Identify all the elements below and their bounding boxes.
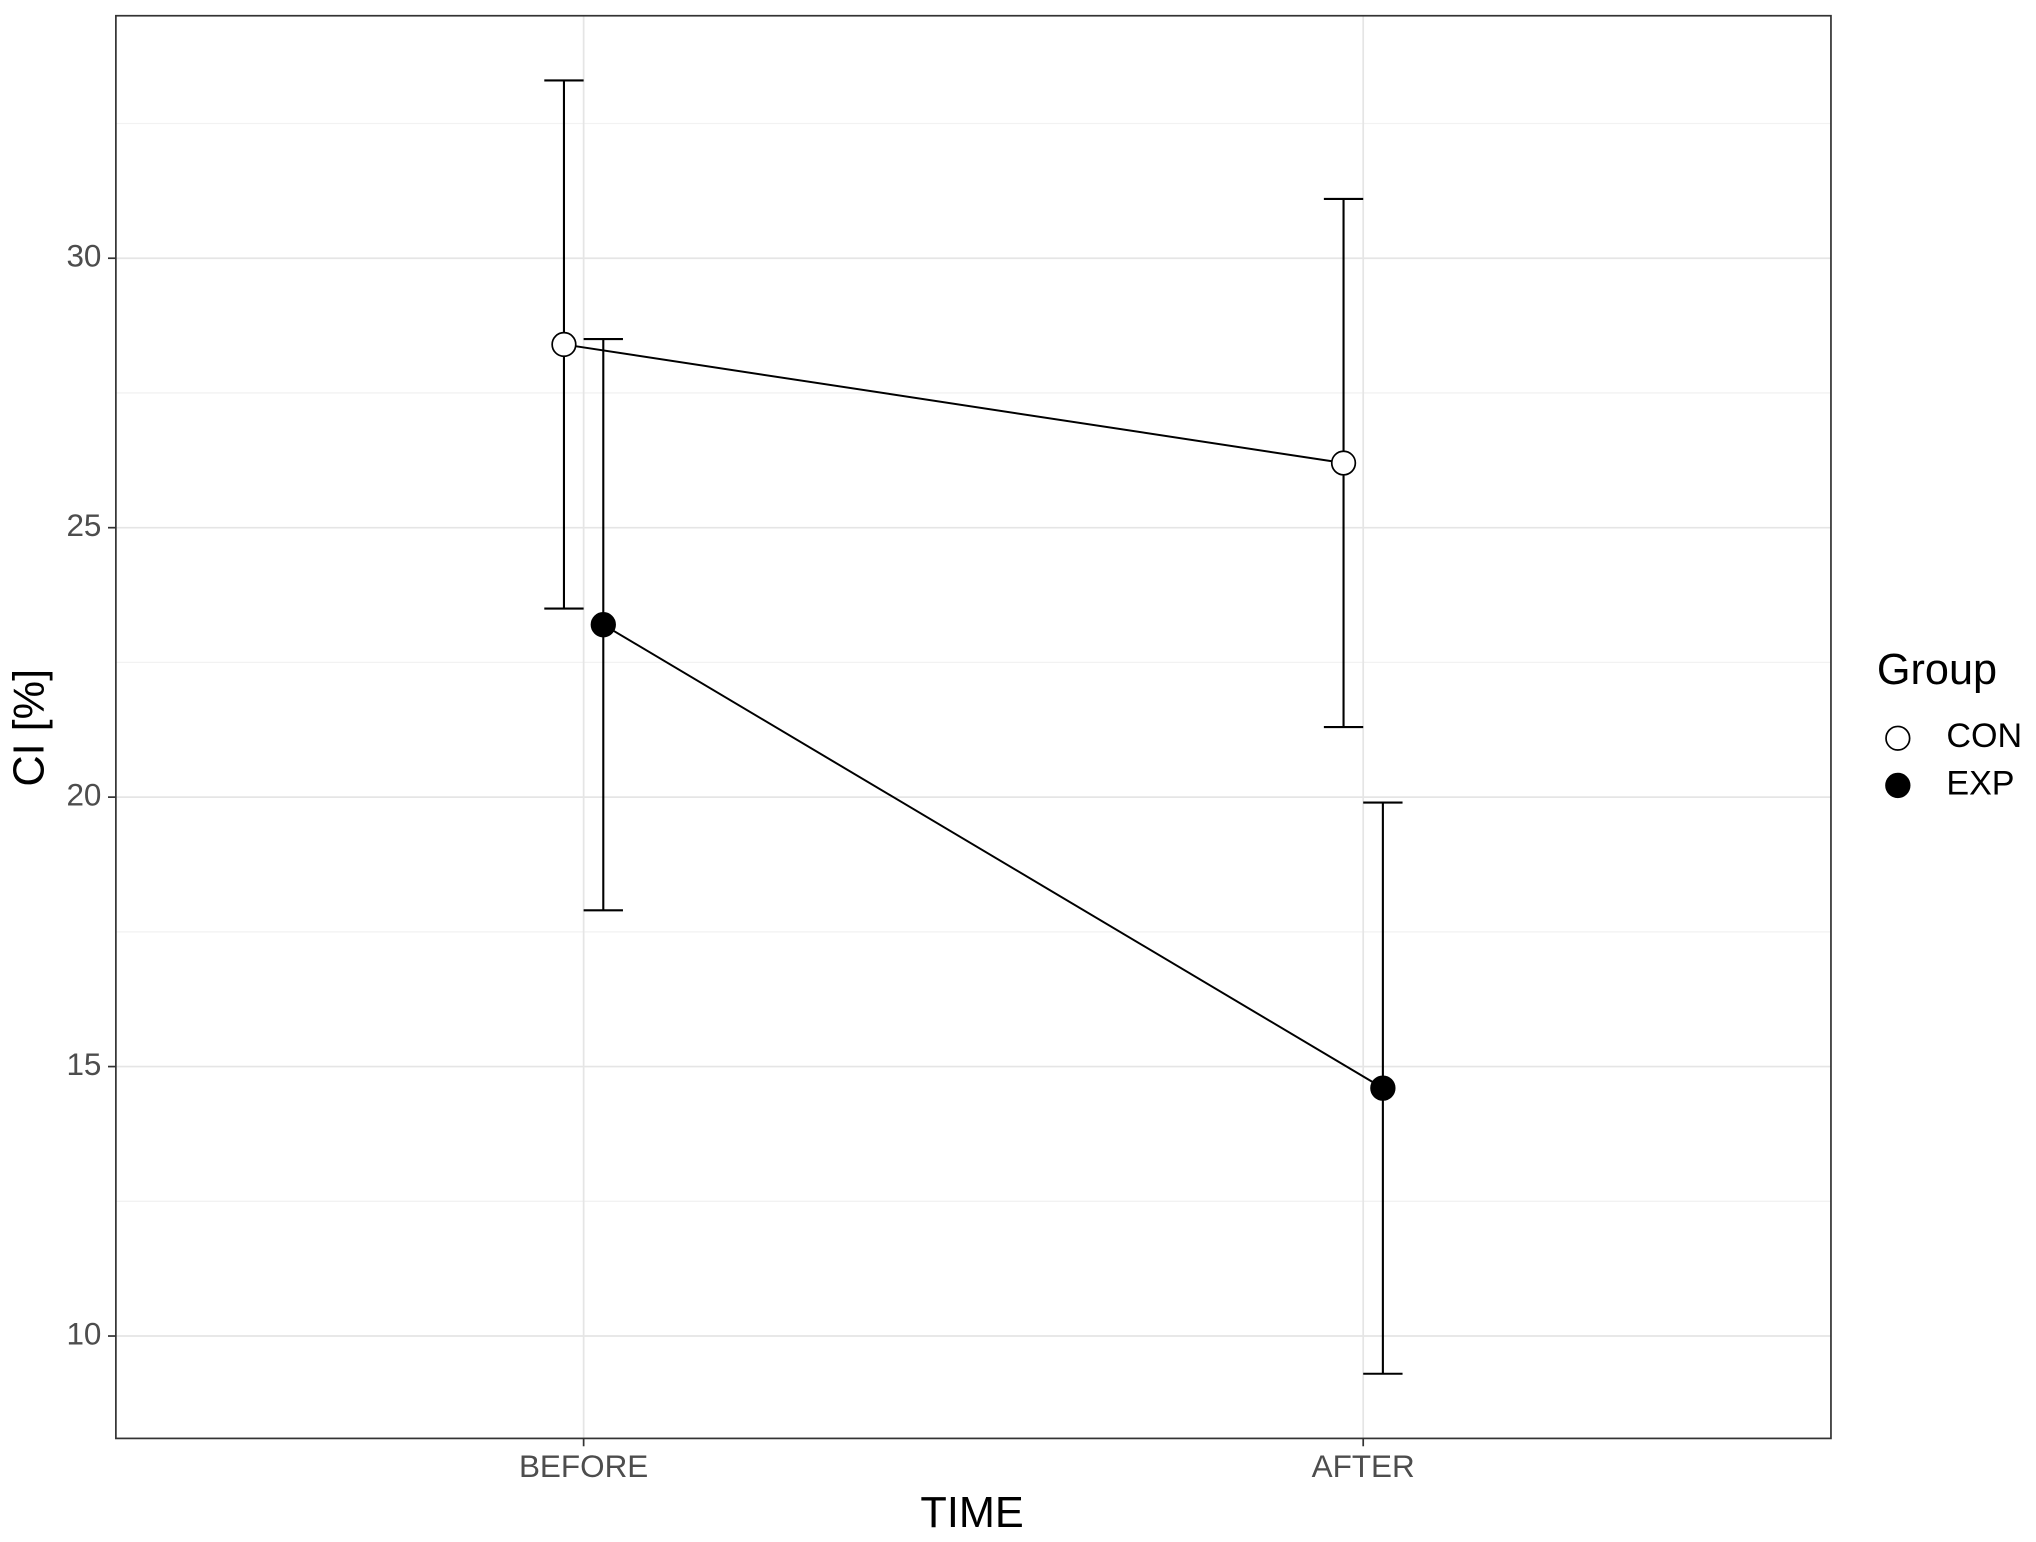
grid xyxy=(115,15,1831,1439)
legend-label: EXP xyxy=(1946,764,2014,802)
y-tick-label: 30 xyxy=(66,239,101,274)
legend-symbol xyxy=(1885,725,1911,751)
y-tick-label: 10 xyxy=(66,1316,101,1351)
y-tick-label: 25 xyxy=(66,508,101,543)
point xyxy=(1330,450,1357,476)
x-tick-label: AFTER xyxy=(1312,1449,1415,1484)
y-tick-label: 20 xyxy=(66,777,101,812)
legend-title: Group xyxy=(1877,646,1997,694)
marks xyxy=(544,79,1403,1375)
series-line xyxy=(602,623,1384,1089)
y-axis-title: CI [%] xyxy=(5,669,53,787)
panel-border xyxy=(115,14,1832,1440)
legend-symbol xyxy=(1885,772,1911,799)
panel xyxy=(115,15,1831,1439)
point xyxy=(551,331,577,358)
y-tick-label: 15 xyxy=(66,1047,101,1082)
x-tick-label: BEFORE xyxy=(519,1449,648,1484)
x-axis-title: TIME xyxy=(920,1489,1023,1537)
point xyxy=(1370,1075,1396,1101)
series-line xyxy=(563,343,1344,464)
legend-label: CON xyxy=(1946,717,2022,755)
point xyxy=(590,612,616,638)
